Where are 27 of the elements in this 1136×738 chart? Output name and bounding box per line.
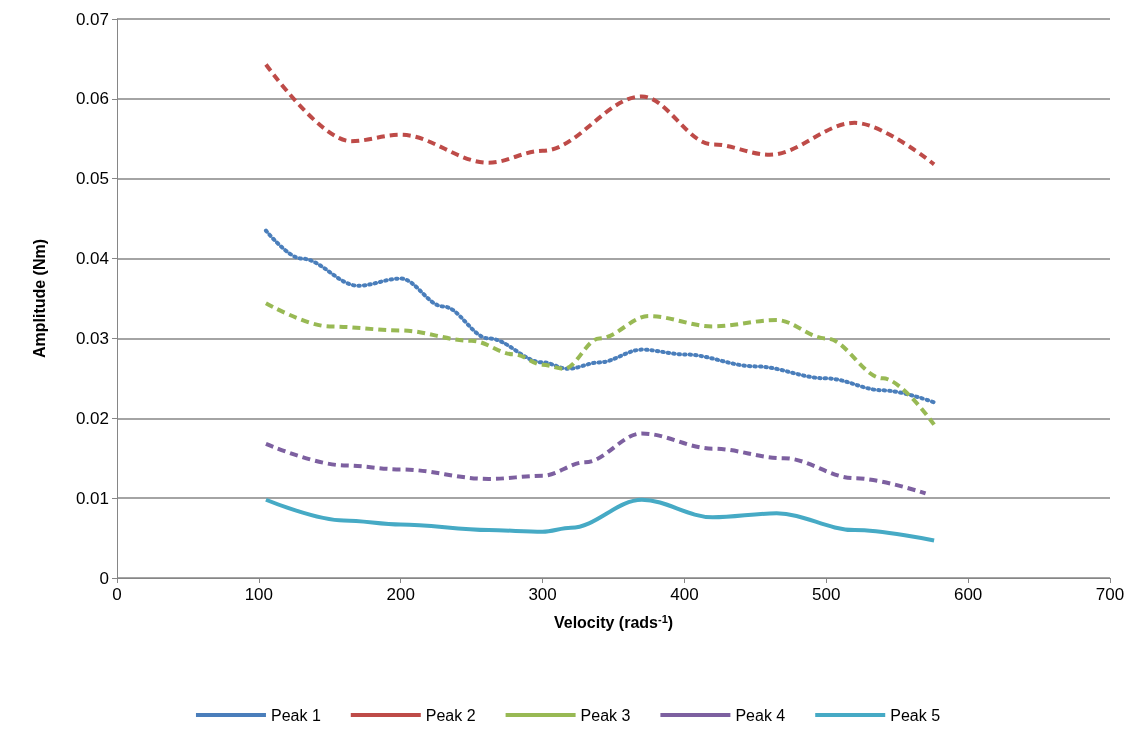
x-tick-label: 500 bbox=[812, 585, 841, 604]
x-tick-label: 200 bbox=[386, 585, 415, 604]
legend-label: Peak 3 bbox=[580, 706, 631, 724]
x-tick-label: 400 bbox=[670, 585, 699, 604]
line-series bbox=[263, 301, 937, 427]
x-tick-label: 100 bbox=[244, 585, 274, 604]
y-tick-label: 0.02 bbox=[75, 408, 109, 428]
y-tick-label: 0.06 bbox=[75, 89, 109, 109]
y-tick-label: 0.05 bbox=[75, 169, 109, 189]
line-series bbox=[263, 62, 937, 167]
x-tick-label: 600 bbox=[953, 585, 983, 604]
x-tick-label: 0 bbox=[112, 585, 122, 604]
y-tick-label: 0.03 bbox=[75, 328, 109, 348]
x-tick-label: 700 bbox=[1095, 585, 1125, 604]
y-tick-label: 0 bbox=[99, 568, 109, 588]
y-tick-label: 0.04 bbox=[75, 249, 109, 269]
y-tick-label: 0.01 bbox=[75, 488, 109, 508]
x-tick-label: 300 bbox=[528, 585, 557, 604]
line-series bbox=[263, 228, 937, 405]
y-axis-title: Amplitude (Nm) bbox=[30, 238, 48, 359]
y-tick-label: 0.07 bbox=[75, 9, 109, 29]
line-series bbox=[263, 431, 928, 496]
legend-label: Peak 2 bbox=[425, 706, 476, 724]
line-series bbox=[263, 497, 937, 543]
legend-label: Peak 5 bbox=[890, 706, 941, 724]
legend-label: Peak 4 bbox=[735, 706, 786, 724]
legend-label: Peak 1 bbox=[270, 706, 321, 724]
